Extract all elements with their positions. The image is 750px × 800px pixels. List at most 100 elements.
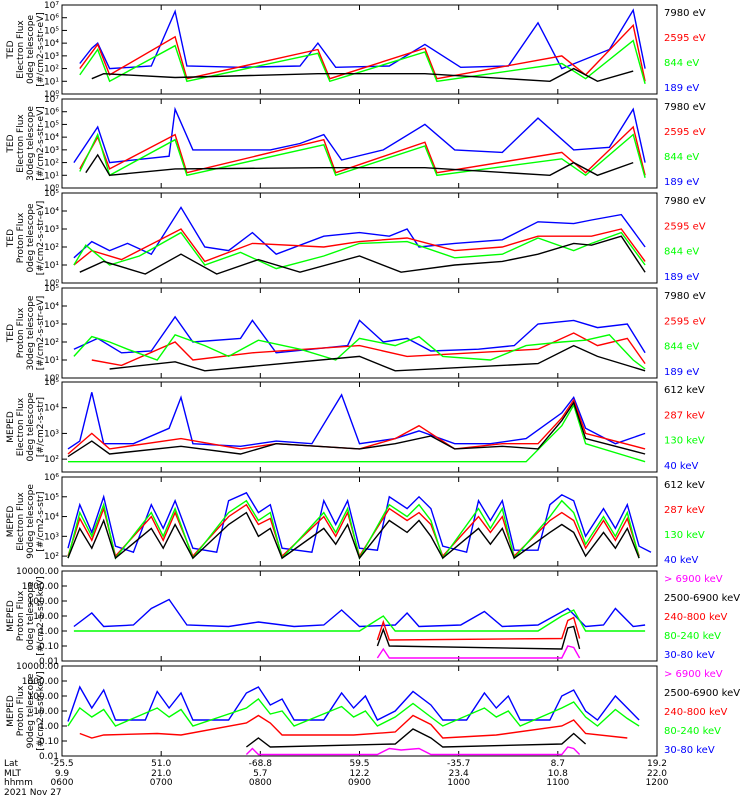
series-line-2-2 <box>73 231 646 270</box>
y-tick-label: 10¹ <box>44 171 59 181</box>
panel-frame-2 <box>61 192 658 284</box>
series-line-7-0 <box>67 685 640 722</box>
y-axis-label: Proton Flux <box>16 590 26 641</box>
y-tick-label: 10¹ <box>44 356 59 366</box>
time-tick-label: 1100 <box>546 778 569 788</box>
y-tick-label: 10⁵ <box>44 493 59 503</box>
y-axis-label: MEPED <box>6 506 16 538</box>
y-axis-label: [#/cm2-s-str-keV] <box>36 671 46 750</box>
y-axis-label: [#/cm2-s-str-eV] <box>36 106 46 181</box>
y-axis-label: TED <box>6 229 16 248</box>
legend-entry: 2595 eV <box>664 316 706 327</box>
x-row-label: MLT <box>4 769 22 779</box>
y-tick-label: 10⁰ <box>44 90 59 100</box>
legend-entry: 40 keV <box>664 555 698 566</box>
y-tick-label: 10⁰ <box>44 184 59 194</box>
series-line-2-0 <box>73 206 646 259</box>
x-row-label: Lat <box>4 759 19 769</box>
y-tick-label: 10² <box>44 455 59 465</box>
legend-entry: 80-240 keV <box>664 631 721 642</box>
legend-entry: 189 eV <box>664 83 699 94</box>
y-tick-label: 10000.00 <box>16 662 59 672</box>
y-tick-label: 10⁴ <box>44 133 59 143</box>
y-tick-label: 1.00 <box>39 627 59 637</box>
mlt-tick-label: 22.0 <box>647 769 667 779</box>
y-axis-label: 0deg telescope <box>26 15 36 85</box>
legend-entry: 287 keV <box>664 505 705 516</box>
series-line-2-3 <box>79 235 646 275</box>
y-tick-label: 10⁵ <box>44 120 59 130</box>
y-axis-label: [#/cm2-s-str-keV] <box>36 576 46 655</box>
legend-entry: 2595 eV <box>664 221 706 232</box>
x-row-label: hhmm <box>4 778 33 788</box>
y-axis-label: 90deg telescope <box>26 673 36 748</box>
y-axis-label: 30deg telescope <box>26 106 36 181</box>
legend-entry: 844 eV <box>664 58 699 69</box>
legend-entry: 2595 eV <box>664 127 706 138</box>
mlt-tick-label: 12.2 <box>349 769 369 779</box>
series-line-6-2 <box>376 616 581 641</box>
panel-frame-0 <box>61 4 658 95</box>
series-line-1-3 <box>85 153 634 177</box>
lat-tick-label: -35.7 <box>447 759 470 769</box>
time-tick-label: 1200 <box>646 778 669 788</box>
series-line-4-0 <box>67 392 646 450</box>
legend-entry: 2500-6900 keV <box>664 593 740 604</box>
series-line-4-2 <box>68 403 646 463</box>
time-tick-label: 0700 <box>150 778 173 788</box>
mlt-tick-label: 21.0 <box>151 769 171 779</box>
mlt-tick-label: 10.8 <box>548 769 568 779</box>
date-label: 2021 Nov 27 <box>4 788 62 798</box>
y-tick-label: 10² <box>44 552 59 562</box>
y-tick-label: 10³ <box>44 532 59 542</box>
panel-frame-5 <box>61 476 658 567</box>
legend-entry: 7980 eV <box>664 102 706 113</box>
y-tick-label: 10³ <box>44 52 59 62</box>
legend-entry: 844 eV <box>664 152 699 163</box>
legend-entry: 80-240 keV <box>664 726 721 737</box>
y-tick-label: 10⁷ <box>44 95 59 105</box>
lat-tick-label: 51.0 <box>151 759 171 769</box>
lat-tick-label: 8.7 <box>551 759 565 769</box>
y-axis-label: TED <box>6 324 16 343</box>
y-tick-label: 10² <box>44 159 59 169</box>
series-line-1-1 <box>79 125 646 176</box>
y-axis-label: 0deg telescope <box>26 392 36 462</box>
legend-entry: 2595 eV <box>664 33 706 44</box>
y-axis-label: Electron Flux <box>16 492 26 551</box>
y-tick-label: 1.00 <box>39 722 59 732</box>
y-tick-label: 0.01 <box>39 752 59 762</box>
y-tick-label: 0.10 <box>39 642 59 652</box>
y-tick-label: 10¹ <box>44 77 59 87</box>
series-line-6-1 <box>73 609 646 632</box>
y-axis-label: MEPED <box>6 411 16 443</box>
y-axis-label: Proton Flux <box>16 685 26 736</box>
time-tick-label: 1000 <box>447 778 470 788</box>
y-tick-label: 10⁴ <box>44 404 59 414</box>
series-line-6-0 <box>73 598 646 628</box>
series-line-1-0 <box>73 106 646 164</box>
y-tick-label: 10⁴ <box>44 302 59 312</box>
series-line-4-1 <box>67 398 646 455</box>
y-axis-label: [#/cm2-s-str] <box>36 397 46 457</box>
legend-entry: 240-800 keV <box>664 612 728 623</box>
legend-entry: 844 eV <box>664 247 699 258</box>
series-line-7-1 <box>67 698 640 727</box>
y-tick-label: 10³ <box>44 429 59 439</box>
y-tick-label: 10³ <box>44 146 59 156</box>
y-axis-label: [#/cm2-s-str] <box>36 491 46 551</box>
series-line-6-4 <box>376 645 581 659</box>
legend-entry: 844 eV <box>664 342 699 353</box>
y-tick-label: 10³ <box>44 225 59 235</box>
legend-entry: 612 keV <box>664 385 705 396</box>
y-tick-label: 10⁰ <box>44 279 59 289</box>
series-line-3-0 <box>73 315 646 354</box>
legend-entry: 189 eV <box>664 272 699 283</box>
y-tick-label: 10⁴ <box>44 513 59 523</box>
panel-frame-1 <box>61 98 658 189</box>
legend-entry: 612 keV <box>664 480 705 491</box>
y-axis-label: Electron Flux <box>16 20 26 79</box>
series-line-3-2 <box>73 333 646 370</box>
y-axis-label: [#/cm2-s-str-eV] <box>36 12 46 87</box>
y-axis-label: Proton Flux <box>16 307 26 358</box>
